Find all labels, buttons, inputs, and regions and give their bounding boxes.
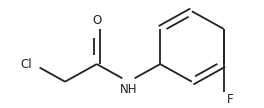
Text: Cl: Cl bbox=[20, 58, 32, 71]
Text: O: O bbox=[92, 14, 101, 27]
Text: NH: NH bbox=[120, 83, 137, 96]
Text: F: F bbox=[227, 93, 234, 106]
